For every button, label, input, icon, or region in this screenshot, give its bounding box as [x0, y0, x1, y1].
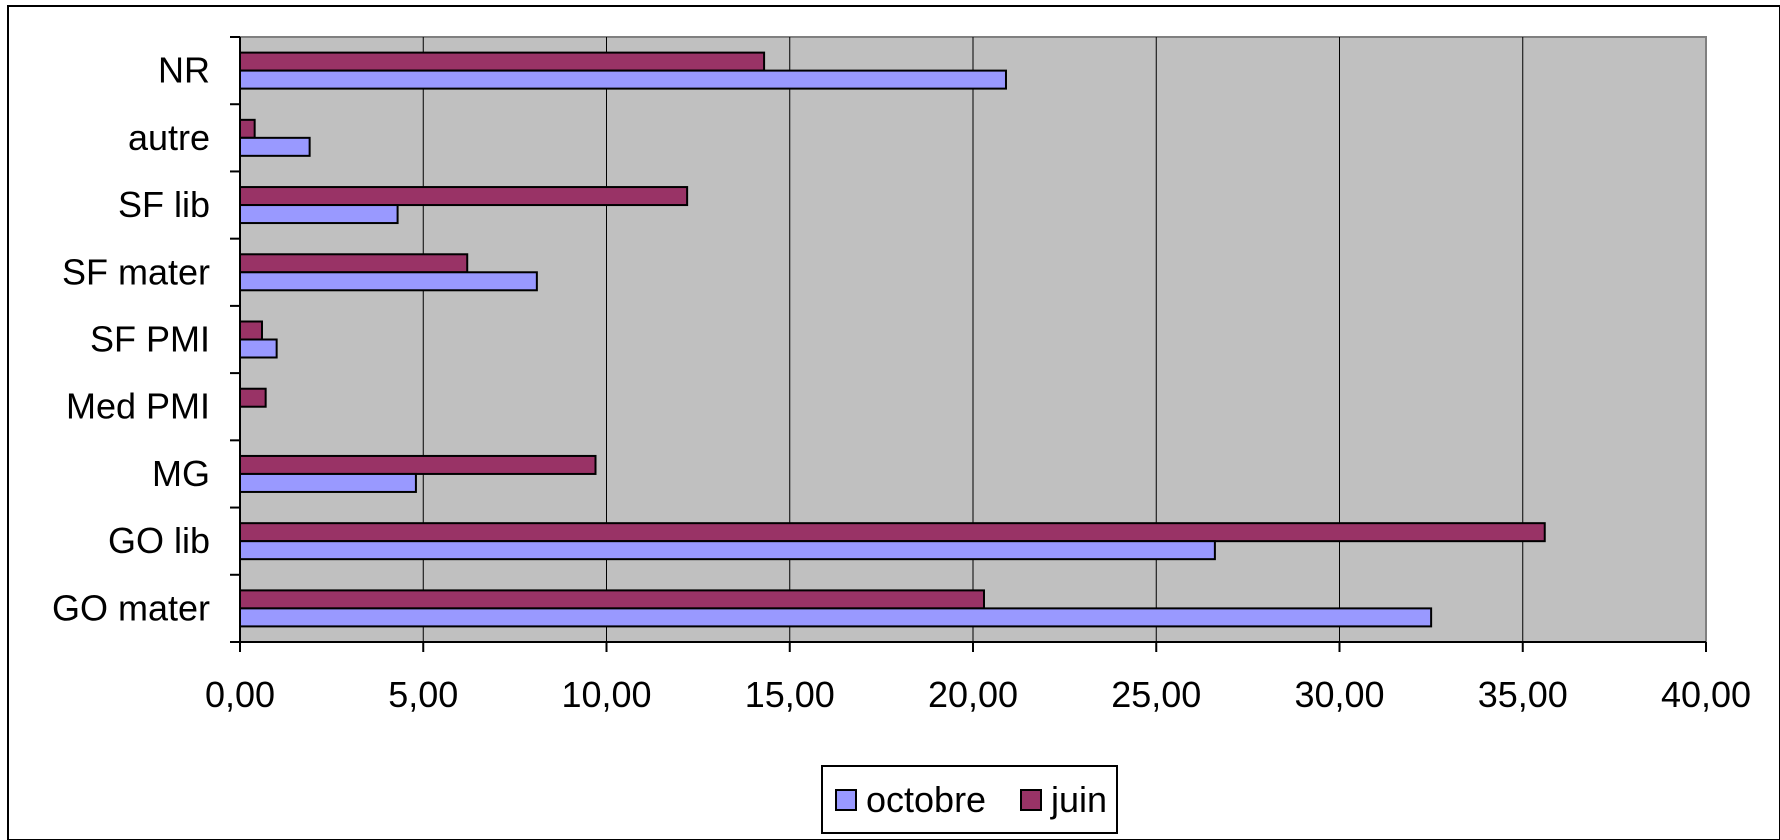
- x-tick-label: 40,00: [1661, 674, 1751, 715]
- x-tick-label: 35,00: [1478, 674, 1568, 715]
- category-label: NR: [158, 50, 210, 91]
- bar-octobre-sf-mater: [239, 271, 538, 292]
- x-tick-label: 0,00: [205, 674, 275, 715]
- x-tick-label: 5,00: [388, 674, 458, 715]
- category-label: SF PMI: [90, 319, 210, 360]
- bar-octobre-mg: [239, 472, 417, 493]
- bar-juin-sf-mater: [239, 253, 469, 274]
- category-label: MG: [152, 453, 210, 494]
- bar-octobre-nr: [239, 69, 1007, 90]
- bar-octobre-go-lib: [239, 540, 1216, 561]
- bar-juin-go-lib: [239, 522, 1546, 543]
- legend-label-octobre: octobre: [866, 779, 986, 820]
- axes: GO mater GO lib MG Med PMI SF PMI SF mater SF …: [52, 36, 1751, 715]
- bar-juin-autre: [239, 118, 256, 139]
- category-label: SF lib: [118, 184, 210, 225]
- x-tick-label: 15,00: [745, 674, 835, 715]
- category-label: SF mater: [62, 251, 210, 292]
- bar-juin-nr: [239, 51, 766, 72]
- bar-juin-sf-lib: [239, 186, 689, 207]
- bar-octobre-go-mater: [239, 607, 1433, 628]
- x-tick-label: 20,00: [928, 674, 1018, 715]
- bar-juin-med-pmi: [239, 387, 267, 408]
- legend: octobre juin: [821, 765, 1118, 834]
- bar-octobre-sf-lib: [239, 204, 399, 225]
- category-label: Med PMI: [66, 386, 210, 427]
- category-label: GO lib: [108, 520, 210, 561]
- x-tick-label: 10,00: [561, 674, 651, 715]
- x-tick-label: 30,00: [1294, 674, 1384, 715]
- bar-octobre-sf-pmi: [239, 338, 278, 359]
- category-label: GO mater: [52, 587, 210, 628]
- bar-juin-go-mater: [239, 589, 985, 610]
- legend-swatch-octobre: [835, 789, 857, 811]
- x-tick-label: 25,00: [1111, 674, 1201, 715]
- legend-swatch-juin: [1020, 789, 1042, 811]
- bar-juin-sf-pmi: [239, 320, 263, 341]
- bar-octobre-autre: [239, 136, 311, 157]
- legend-label-juin: juin: [1050, 779, 1107, 820]
- legend-box: [821, 765, 1118, 834]
- bar-juin-mg: [239, 454, 597, 475]
- category-label: autre: [128, 117, 210, 158]
